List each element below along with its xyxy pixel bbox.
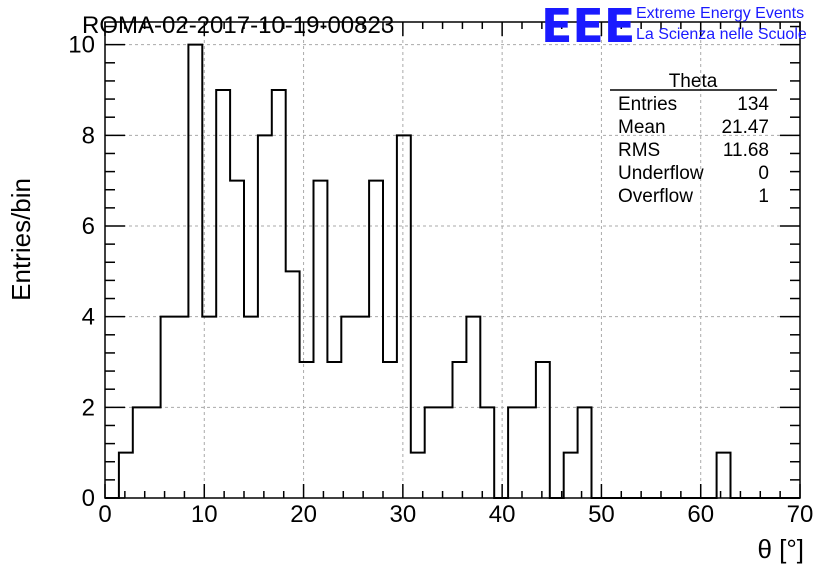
x-tick-label: 30 — [390, 501, 417, 528]
stats-label: RMS — [618, 140, 660, 161]
grid-lines — [105, 22, 800, 498]
stats-value: 134 — [737, 94, 769, 115]
stats-value: 0 — [758, 163, 769, 184]
stats-title: Theta — [669, 71, 718, 92]
brand-line-2: La Scienza nelle Scuole — [636, 26, 807, 43]
stats-label: Entries — [618, 94, 677, 115]
x-tick-label: 0 — [98, 501, 111, 528]
x-tick-label: 50 — [588, 501, 615, 528]
y-tick-label: 4 — [82, 304, 95, 331]
y-tick-label: 8 — [82, 122, 95, 149]
stats-value: 1 — [758, 186, 769, 207]
stats-box: Theta Entries 134 Mean 21.47 RMS 11.68 Underfl… — [610, 71, 777, 207]
x-axis-label: θ [°] — [757, 534, 804, 564]
stats-value: 11.68 — [723, 140, 769, 161]
x-tick-label: 10 — [191, 501, 218, 528]
x-tick-label: 60 — [687, 501, 714, 528]
y-axis-label: Entries/bin — [6, 178, 36, 301]
stats-label: Mean — [618, 117, 666, 138]
eee-logo: EEE — [541, 0, 635, 53]
y-tick-label: 10 — [68, 32, 95, 59]
stats-rows: Entries 134 Mean 21.47 RMS 11.68 Underflow 0 Ove… — [618, 94, 769, 207]
x-tick-label: 20 — [290, 501, 317, 528]
stats-label: Underflow — [618, 163, 704, 184]
brand-line-1: Extreme Energy Events — [636, 5, 804, 22]
stats-label: Overflow — [618, 186, 693, 207]
y-tick-label: 0 — [82, 485, 95, 512]
chart-title: ROMA-02-2017-10-19-00823 — [82, 12, 394, 39]
plot-frame — [104, 21, 801, 499]
stats-value: 21.47 — [721, 117, 769, 138]
y-tick-label: 2 — [82, 394, 95, 421]
y-tick-label: 6 — [82, 213, 95, 240]
x-tick-label: 40 — [489, 501, 516, 528]
x-tick-label: 70 — [787, 501, 814, 528]
